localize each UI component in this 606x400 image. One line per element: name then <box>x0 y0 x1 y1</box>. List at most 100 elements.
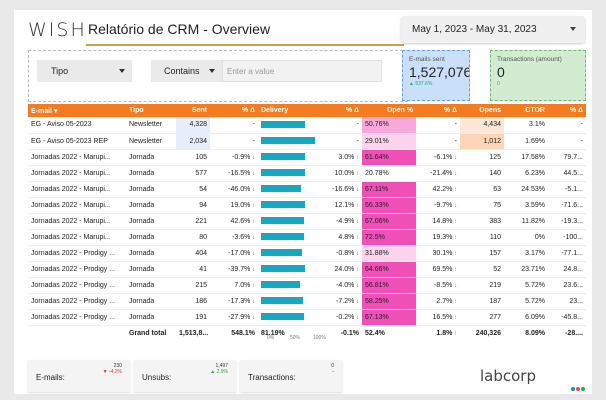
table-row[interactable]: Jornadas 2022 - Prodigy ... Jornada 215 7.0… <box>28 277 586 294</box>
col-open-rate-header[interactable]: Open % <box>362 104 416 117</box>
arrow-down-icon: ↓ <box>250 234 255 241</box>
table-row[interactable]: Jornadas 2022 - Prodigy ... Jornada 404 -17… <box>28 245 586 262</box>
table-row[interactable]: EG - Aviso 05-2023 Newsletter 4,328- -50.76… <box>28 117 586 134</box>
filter-value-placeholder: Enter a value <box>227 67 275 76</box>
col-delivery-header[interactable]: Delivery <box>258 104 318 117</box>
ctor-delta: -19.3... <box>548 213 586 230</box>
filter-value-input[interactable]: Enter a value <box>222 60 382 82</box>
arrow-down-icon: ↓ <box>250 170 255 177</box>
opens-value: 383 <box>460 213 504 230</box>
sent-delta: - <box>210 133 258 150</box>
mini-card-number: 1,497 <box>215 363 228 369</box>
tipo-value: Jornada <box>126 149 176 166</box>
tipo-dropdown[interactable]: Tipo <box>37 60 132 82</box>
delta-value: -45.8... <box>561 313 583 321</box>
tipo-value: Jornada <box>126 245 176 262</box>
unsubs-mini-card: Unsubs: 1,497 ▲ 2.9% <box>134 360 236 392</box>
col-email-header[interactable]: E-mail ▾ <box>28 104 126 117</box>
table-row[interactable]: Jornadas 2022 - Marupi... Jornada 105 -0.9%… <box>28 149 586 166</box>
scorecard-delta: 0 <box>497 81 500 87</box>
date-range-picker[interactable]: May 1, 2023 - May 31, 2023 <box>401 16 585 43</box>
ctor-value: 17.58% <box>504 149 548 166</box>
delivery-bar-cell <box>258 293 318 310</box>
arrow-up-icon: ↑ <box>250 218 255 225</box>
delta-value: 44.5... <box>563 169 583 177</box>
delivery-bar <box>261 233 304 241</box>
operator-label: Contains <box>164 66 200 76</box>
sent-delta: 7.0% ↑ <box>210 277 258 294</box>
opens-value: 75 <box>460 197 504 214</box>
table-row[interactable]: Jornadas 2022 - Marupi... Jornada 94 19.0% … <box>28 197 586 214</box>
table-row[interactable]: EG - Aviso 05-2023 REP Newsletter 2,034- -2… <box>28 133 586 150</box>
ctor-value: 0% <box>504 229 548 246</box>
grand-total-row: Grand total 1,513,8... 548.1% 81.19% -0.1% 52… <box>28 325 586 341</box>
table-row[interactable]: Jornadas 2022 - Prodigy ... Jornada 41 -39.… <box>28 261 586 278</box>
col-ctor-delta-header[interactable]: % Δ <box>548 104 586 117</box>
total-open-rate: 52.4% <box>365 329 385 337</box>
table-row[interactable]: Jornadas 2022 - Marupi... Jornada 577 -16.5… <box>28 165 586 182</box>
delta-value: -0.8% <box>336 249 355 257</box>
col-sent-delta-header[interactable]: % Δ <box>210 104 258 117</box>
col-opens-header[interactable]: Opens <box>460 104 504 117</box>
table-row[interactable]: Jornadas 2022 - Marupi... Jornada 80 -3.6% … <box>28 229 586 246</box>
delta-value: - <box>252 121 255 129</box>
email-name: Jornadas 2022 - Prodigy ... <box>28 293 126 310</box>
col-open-delta-header[interactable]: % Δ <box>416 104 460 117</box>
report-canvas: WISH Relatório de CRM - Overview May 1, … <box>14 10 592 394</box>
open-rate-value: 29.01% <box>362 133 416 150</box>
opens-value: 157 <box>460 245 504 262</box>
arrow-down-icon: ↓ <box>250 298 255 305</box>
arrow-up-icon: ↑ <box>354 202 359 209</box>
delta-value: -19.3... <box>561 217 583 225</box>
sent-delta: -17.3% ↓ <box>210 293 258 310</box>
delta-value: - <box>580 137 583 145</box>
sent-value: 577 <box>176 165 210 182</box>
open-rate-value: 64.66% <box>362 261 416 278</box>
table-row[interactable]: Jornadas 2022 - Prodigy ... Jornada 191 -27… <box>28 309 586 326</box>
delivery-delta: 12.1% ↑ <box>318 197 362 214</box>
delta-value: 42.6% <box>230 217 251 225</box>
operator-dropdown[interactable]: Contains <box>151 60 222 82</box>
table-row[interactable]: Jornadas 2022 - Marupi... Jornada 221 42.6%… <box>28 213 586 230</box>
total-ctor-delta: -28.... <box>565 329 583 337</box>
ctor-value: 3.17% <box>504 245 548 262</box>
table-row[interactable]: Jornadas 2022 - Marupi... Jornada 54 -46.0%… <box>28 181 586 198</box>
col-delivery-delta-header[interactable]: % Δ <box>318 104 362 117</box>
table-row[interactable]: Jornadas 2022 - Prodigy ... Jornada 186 -17… <box>28 293 586 310</box>
tipo-value: Jornada <box>126 229 176 246</box>
delivery-bar-cell <box>258 309 318 326</box>
sent-value: 191 <box>176 309 210 326</box>
delivery-bar <box>261 297 303 305</box>
mini-card-value: 1,497 ▲ 2.9% <box>210 363 228 375</box>
delivery-delta: - <box>318 133 362 150</box>
chevron-down-icon <box>209 69 215 73</box>
arrow-down-icon: ↓ <box>452 154 457 161</box>
sent-delta: -0.9% ↓ <box>210 149 258 166</box>
col-sent-header[interactable]: Sent <box>176 104 210 117</box>
ctor-delta: -77.1... <box>548 245 586 262</box>
open-delta: 42.2% ↑ <box>416 181 460 198</box>
arrow-down-icon: ↓ <box>250 314 255 321</box>
open-delta: -6.1% ↓ <box>416 149 460 166</box>
open-delta: -8.5% ↓ <box>416 277 460 294</box>
sent-delta: -46.0% ↓ <box>210 181 258 198</box>
open-delta: 19.3% ↑ <box>416 229 460 246</box>
delivery-bar-cell <box>258 261 318 278</box>
sent-value: 105 <box>176 149 210 166</box>
ctor-delta: -5.1... <box>548 181 586 198</box>
arrow-down-icon: ↓ <box>354 186 359 193</box>
arrow-down-icon: ↓ <box>250 266 255 273</box>
email-name: EG - Aviso 05-2023 REP <box>28 133 126 150</box>
transactions-mini-card: Transactions: 0 - <box>240 360 342 392</box>
opens-value: 110 <box>460 229 504 246</box>
tipo-value: Jornada <box>126 309 176 326</box>
sent-value: 41 <box>176 261 210 278</box>
delta-value: 2.7% <box>436 297 453 305</box>
col-ctor-header[interactable]: CTOR <box>504 104 548 117</box>
delta-value: 30.1% <box>432 249 453 257</box>
col-tipo-header[interactable]: Tipo <box>126 104 176 117</box>
open-rate-value: 67.11% <box>362 181 416 198</box>
scorecard-label: E-mails sent <box>409 56 445 63</box>
opens-value: 63 <box>460 181 504 198</box>
